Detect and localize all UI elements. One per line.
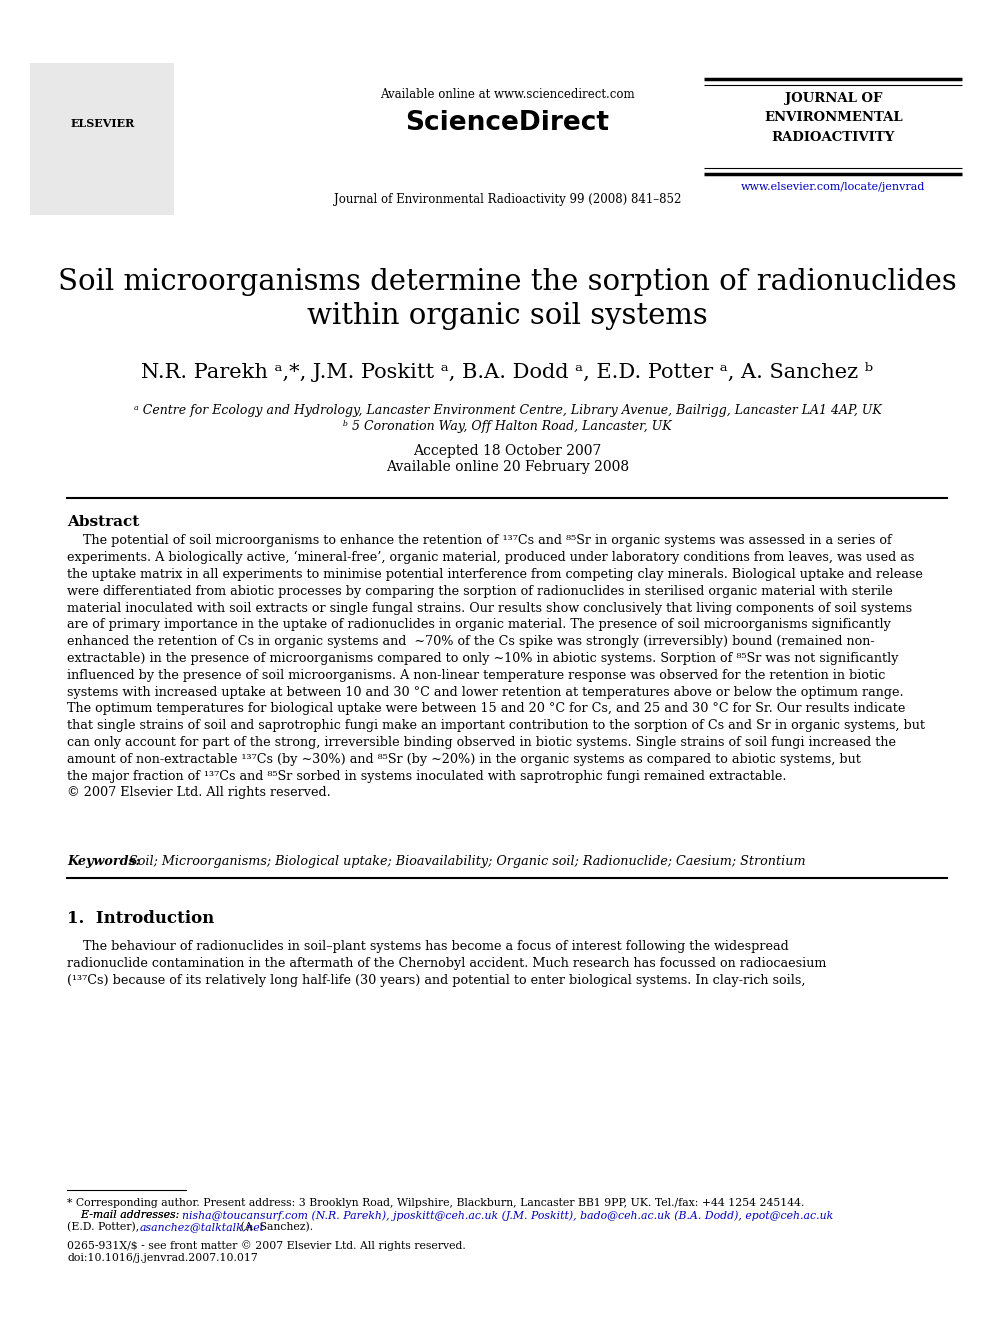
Text: Available online 20 February 2008: Available online 20 February 2008 <box>386 460 629 474</box>
Text: ᵃ Centre for Ecology and Hydrology, Lancaster Environment Centre, Library Avenue: ᵃ Centre for Ecology and Hydrology, Lanc… <box>134 404 881 417</box>
Text: Available online at www.sciencedirect.com: Available online at www.sciencedirect.co… <box>380 89 635 101</box>
Text: JOURNAL OF: JOURNAL OF <box>785 93 882 105</box>
Text: E-mail addresses:: E-mail addresses: <box>67 1211 184 1220</box>
Text: N.R. Parekh ᵃ,*, J.M. Poskitt ᵃ, B.A. Dodd ᵃ, E.D. Potter ᵃ, A. Sanchez ᵇ: N.R. Parekh ᵃ,*, J.M. Poskitt ᵃ, B.A. Do… <box>141 363 874 382</box>
Text: 1.  Introduction: 1. Introduction <box>67 910 214 927</box>
Text: asanchez@talktalk.net: asanchez@talktalk.net <box>140 1222 265 1232</box>
Text: Abstract: Abstract <box>67 515 140 529</box>
Text: (E.D. Potter),: (E.D. Potter), <box>67 1222 143 1232</box>
Text: doi:10.1016/j.jenvrad.2007.10.017: doi:10.1016/j.jenvrad.2007.10.017 <box>67 1253 258 1263</box>
Text: Journal of Environmental Radioactivity 99 (2008) 841–852: Journal of Environmental Radioactivity 9… <box>333 193 682 206</box>
Text: www.elsevier.com/locate/jenvrad: www.elsevier.com/locate/jenvrad <box>741 183 926 192</box>
Text: ᵇ 5 Coronation Way, Off Halton Road, Lancaster, UK: ᵇ 5 Coronation Way, Off Halton Road, Lan… <box>343 419 672 433</box>
Text: (A. Sanchez).: (A. Sanchez). <box>237 1222 313 1232</box>
Text: The behaviour of radionuclides in soil–plant systems has become a focus of inter: The behaviour of radionuclides in soil–p… <box>67 941 826 987</box>
Text: nisha@toucansurf.com (N.R. Parekh), jposkitt@ceh.ac.uk (J.M. Poskitt), bado@ceh.: nisha@toucansurf.com (N.R. Parekh), jpos… <box>182 1211 833 1221</box>
Text: RADIOACTIVITY: RADIOACTIVITY <box>772 131 895 144</box>
Text: ELSEVIER: ELSEVIER <box>70 118 134 130</box>
Text: The potential of soil microorganisms to enhance the retention of ¹³⁷Cs and ⁸⁵Sr : The potential of soil microorganisms to … <box>67 534 926 799</box>
Text: Soil microorganisms determine the sorption of radionuclides: Soil microorganisms determine the sorpti… <box>59 269 956 296</box>
Bar <box>30 64 174 216</box>
Text: Keywords:: Keywords: <box>67 855 141 868</box>
Text: ScienceDirect: ScienceDirect <box>406 110 609 136</box>
Text: Accepted 18 October 2007: Accepted 18 October 2007 <box>414 445 601 458</box>
Text: ENVIRONMENTAL: ENVIRONMENTAL <box>764 111 903 124</box>
Text: Soil; Microorganisms; Biological uptake; Bioavailability; Organic soil; Radionuc: Soil; Microorganisms; Biological uptake;… <box>125 855 806 868</box>
Text: E-mail addresses:: E-mail addresses: <box>67 1211 184 1220</box>
Text: 0265-931X/$ - see front matter © 2007 Elsevier Ltd. All rights reserved.: 0265-931X/$ - see front matter © 2007 El… <box>67 1240 466 1250</box>
Text: * Corresponding author. Present address: 3 Brooklyn Road, Wilpshire, Blackburn, : * Corresponding author. Present address:… <box>67 1199 805 1208</box>
Text: within organic soil systems: within organic soil systems <box>308 302 707 329</box>
